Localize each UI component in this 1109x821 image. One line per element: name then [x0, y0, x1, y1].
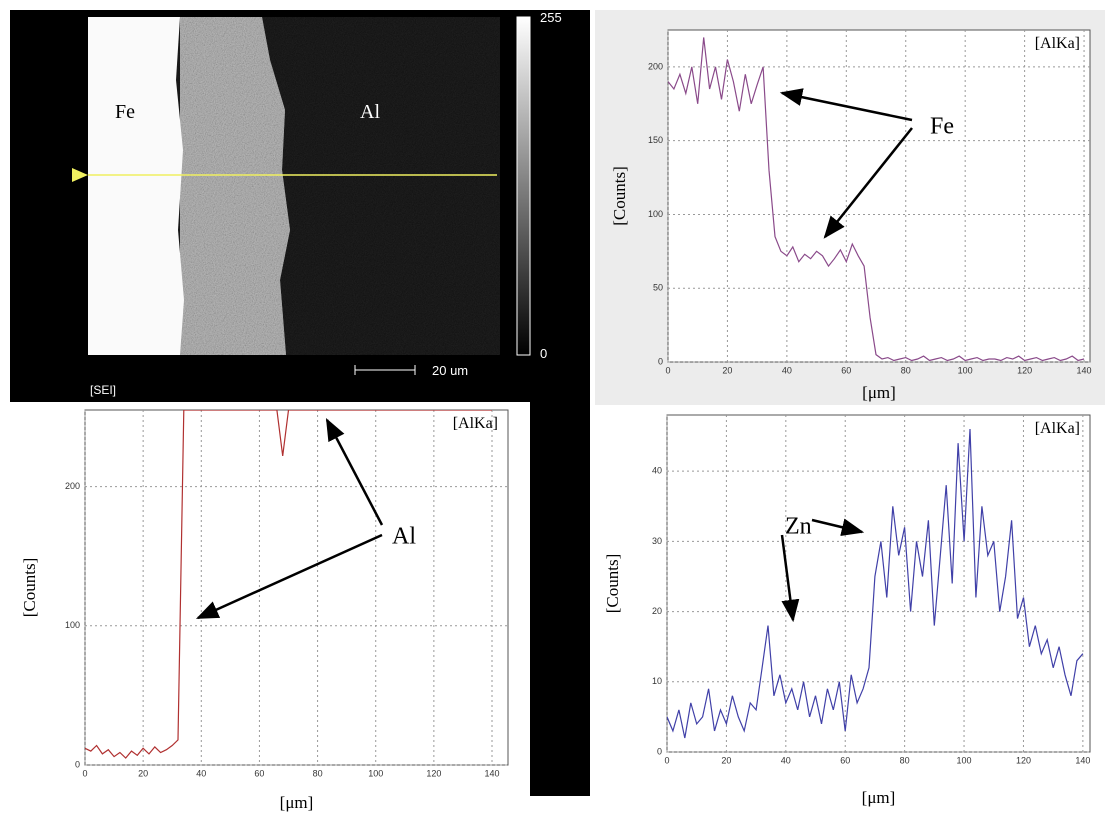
x-tick-label: 40 — [196, 768, 206, 778]
plot-area — [84, 409, 509, 766]
x-tick-label: 120 — [426, 768, 441, 778]
y-axis-label: [Counts] — [603, 554, 622, 614]
plot-area — [667, 29, 1091, 363]
x-axis-label: [μm] — [280, 793, 314, 812]
x-tick-label: 40 — [781, 755, 791, 765]
annotation-arrow — [811, 518, 865, 537]
annotation-arrow — [823, 127, 913, 239]
x-axis-label: [μm] — [862, 788, 896, 807]
x-tick-label: 100 — [957, 755, 972, 765]
x-tick-label: 60 — [840, 755, 850, 765]
annotation: Zn — [785, 514, 812, 540]
annotation: Al — [392, 524, 416, 550]
x-tick-label: 60 — [254, 768, 264, 778]
x-tick-label: 80 — [901, 365, 911, 375]
intermetallic-region — [180, 17, 290, 355]
scale-bar — [354, 365, 416, 375]
colorbar — [516, 16, 531, 356]
x-axis-label: [μm] — [862, 383, 896, 402]
x-tick-label: 140 — [1075, 755, 1090, 765]
y-tick-label: 30 — [652, 536, 662, 546]
y-tick-label: 10 — [652, 676, 662, 686]
y-tick-label: 200 — [65, 481, 80, 491]
data-line — [668, 37, 1085, 362]
x-tick-label: 80 — [900, 755, 910, 765]
annotation-arrow — [195, 533, 383, 620]
x-tick-label: 100 — [958, 365, 973, 375]
legend-label: [AlKa] — [1035, 35, 1080, 52]
micrograph: Fe Al 255 0 20 um [SEI] — [72, 10, 562, 397]
y-axis-label: [Counts] — [610, 166, 629, 226]
region-label: Al — [360, 101, 380, 123]
region-label: Fe — [115, 101, 135, 123]
y-tick-label: 20 — [652, 606, 662, 616]
y-tick-label: 40 — [652, 466, 662, 476]
x-tick-label: 140 — [484, 768, 499, 778]
x-tick-label: 80 — [313, 768, 323, 778]
annotation-arrow — [780, 534, 800, 623]
y-axis-label: [Counts] — [20, 558, 39, 618]
y-tick-label: 100 — [65, 620, 80, 630]
y-tick-label: 50 — [653, 283, 663, 293]
x-tick-label: 120 — [1017, 365, 1032, 375]
colorbar-max: 255 — [540, 10, 562, 25]
x-tick-label: 120 — [1016, 755, 1031, 765]
x-tick-label: 0 — [664, 755, 669, 765]
x-tick-label: 20 — [722, 365, 732, 375]
y-tick-label: 200 — [648, 61, 663, 71]
x-tick-label: 140 — [1077, 365, 1092, 375]
data-line — [667, 428, 1084, 739]
x-tick-label: 0 — [82, 768, 87, 778]
annotation: Fe — [930, 114, 954, 140]
data-line — [85, 410, 492, 759]
x-tick-label: 60 — [841, 365, 851, 375]
y-tick-label: 0 — [657, 746, 662, 756]
y-tick-label: 0 — [75, 759, 80, 769]
x-tick-label: 100 — [368, 768, 383, 778]
colorbar-min: 0 — [540, 346, 547, 361]
scan-marker — [72, 168, 88, 182]
x-tick-label: 40 — [782, 365, 792, 375]
legend-label: [AlKa] — [1035, 420, 1080, 437]
y-tick-label: 100 — [648, 209, 663, 219]
annotation-arrow — [325, 418, 384, 526]
legend-label: [AlKa] — [453, 415, 498, 432]
x-tick-label: 20 — [138, 768, 148, 778]
mode-label: [SEI] — [90, 383, 116, 397]
plot-area — [666, 414, 1091, 753]
fe-region — [88, 17, 184, 355]
panel-background — [530, 400, 590, 796]
y-tick-label: 0 — [658, 356, 663, 366]
x-tick-label: 0 — [665, 365, 670, 375]
x-tick-label: 20 — [721, 755, 731, 765]
y-tick-label: 150 — [648, 135, 663, 145]
scale-label: 20 um — [432, 363, 468, 378]
annotation-arrow — [779, 88, 913, 122]
